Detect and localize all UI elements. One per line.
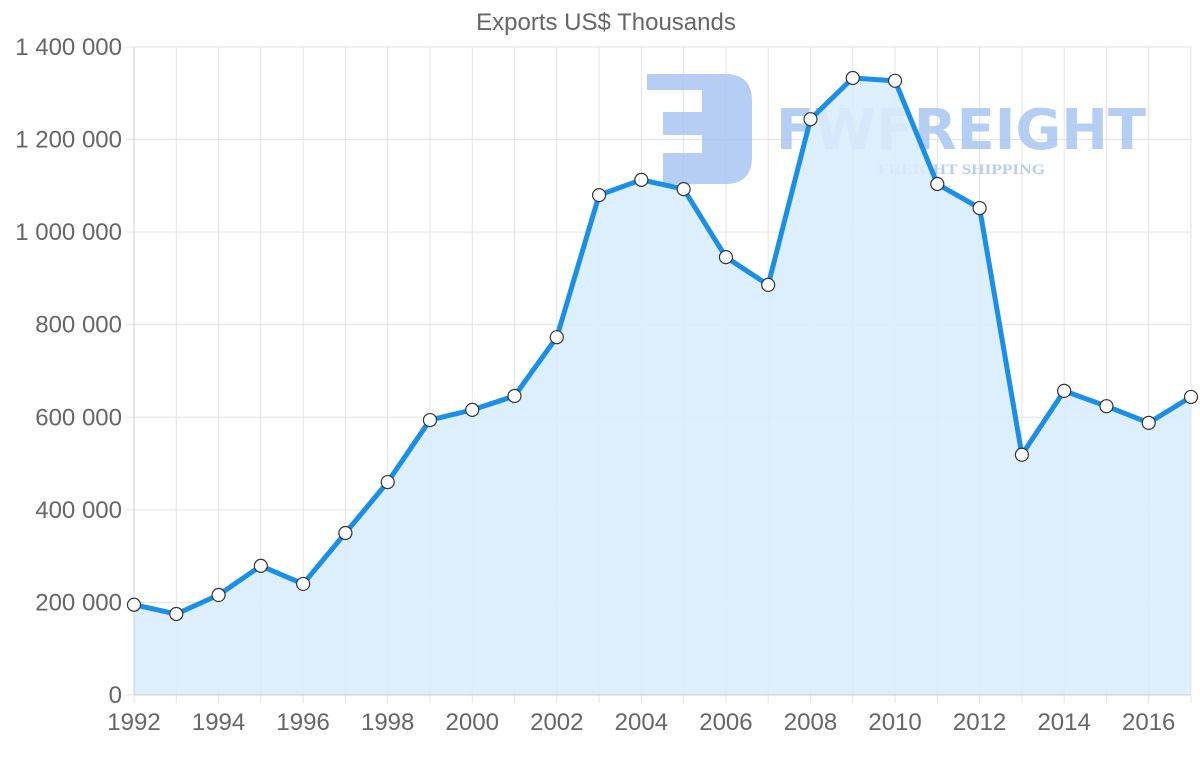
data-point-1993[interactable] [169,606,184,622]
data-point-1992[interactable] [126,597,142,612]
data-point-2012[interactable] [972,200,987,216]
x-tick-label: 2006 [699,709,752,736]
x-tick-label: 2004 [615,709,668,736]
data-point-2014[interactable] [1057,383,1072,399]
y-tick-label: 1 200 000 [15,127,122,154]
data-point-2006[interactable] [718,250,734,265]
data-point-2013[interactable] [1014,447,1029,462]
data-point-2009[interactable] [845,70,860,86]
data-point-2003[interactable] [591,188,607,203]
fw-logo-icon [647,74,752,184]
data-points[interactable] [126,70,1199,622]
data-point-2004[interactable] [634,172,649,187]
data-point-2016[interactable] [1141,415,1156,430]
y-tick-label: 0 [109,682,122,709]
data-point-1995[interactable] [253,558,268,573]
x-tick-label: 2008 [784,709,837,736]
x-tick-label: 1996 [276,709,329,736]
x-tick-label: 2010 [868,709,921,736]
x-tick-label: 1998 [361,709,414,736]
x-tick-label: 2014 [1037,709,1090,736]
data-point-2001[interactable] [507,388,522,404]
y-tick-label: 600 000 [35,404,122,431]
data-point-1996[interactable] [296,576,311,592]
data-point-2005[interactable] [676,181,691,197]
y-tick-label: 400 000 [35,497,122,524]
data-line [133,75,1193,617]
y-tick-label: 1 000 000 [15,219,122,246]
y-tick-label: 800 000 [35,312,122,339]
y-tick-label: 1 400 000 [15,34,122,61]
data-point-2015[interactable] [1099,399,1114,414]
data-point-1997[interactable] [338,525,353,541]
data-point-2000[interactable] [465,402,480,417]
chart-title: Exports US$ Thousands [476,9,736,36]
x-tick-label: 2012 [953,709,1006,736]
x-tick-label: 2000 [446,709,499,736]
data-point-1998[interactable] [380,474,395,490]
x-tick-label: 2016 [1122,709,1175,736]
x-tick-label: 2002 [530,709,583,736]
data-point-2002[interactable] [549,330,564,345]
data-point-2010[interactable] [887,73,903,88]
data-point-2011[interactable] [930,176,945,192]
data-point-2017[interactable] [1183,389,1199,405]
data-point-1994[interactable] [211,587,226,603]
data-point-2007[interactable] [761,277,776,293]
data-point-1999[interactable] [422,412,438,428]
area-fill [134,78,1191,696]
x-axis-labels: 1992 1994 1996 1998 2000 2002 2004 2006 2008 2010… [107,709,1175,736]
x-tick-label: 1992 [107,709,160,736]
y-axis-labels: 0 200 000 400 000 600 000 800 000 1 000 000 1 … [15,34,122,709]
x-tick-label: 1994 [192,709,245,736]
data-point-2008[interactable] [803,112,818,127]
axes [133,47,1191,696]
y-tick-label: 200 000 [35,589,122,616]
